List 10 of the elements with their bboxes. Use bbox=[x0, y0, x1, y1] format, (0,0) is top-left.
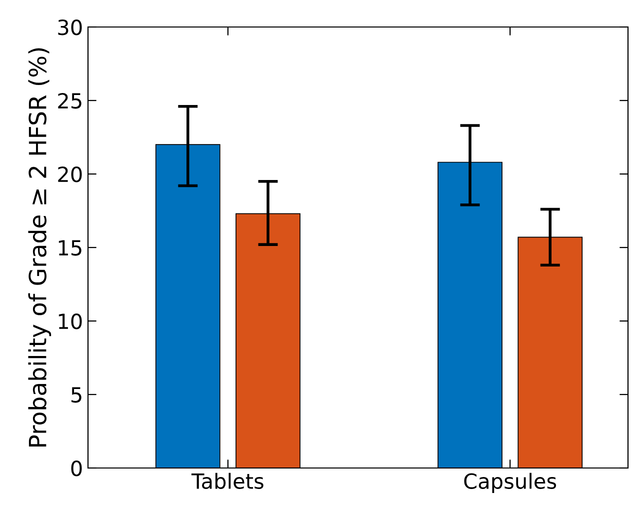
y-tick-label: 20 bbox=[58, 166, 82, 182]
y-tick-label: 25 bbox=[58, 92, 82, 109]
y-tick-label: 15 bbox=[58, 240, 82, 256]
x-tick-label: Tablets bbox=[191, 472, 264, 489]
y-tick-label: 10 bbox=[58, 313, 82, 330]
x-tick-label: Capsules bbox=[464, 472, 556, 494]
y-tick-label: 30 bbox=[58, 19, 82, 36]
y-tick-label: 5 bbox=[71, 387, 82, 403]
y-axis-title: Probability of Grade ≥ 2 HFSR (%) bbox=[28, 48, 52, 446]
y-tick-label: 0 bbox=[71, 460, 82, 476]
